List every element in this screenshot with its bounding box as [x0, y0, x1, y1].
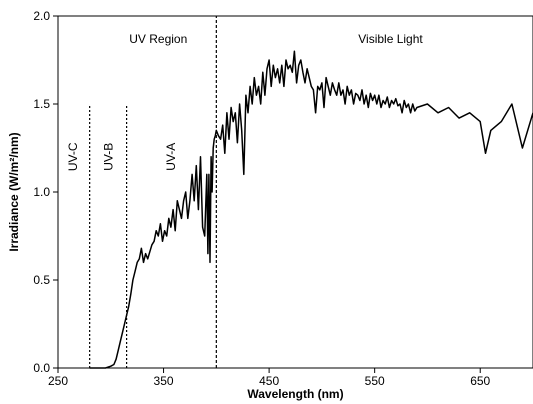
annotation-uv-c: UV-C [66, 142, 80, 171]
annotation-uv-a: UV-A [164, 143, 178, 171]
x-axis-ticks: 250 350 450 550 650 [48, 368, 491, 388]
y-axis-title: Irradiance (W/m²/nm) [7, 132, 21, 251]
y-axis-ticks: 0.0 0.5 1.0 1.5 2.0 [33, 9, 58, 375]
y-tick-label: 2.0 [33, 9, 50, 23]
region-annotations: UV Region Visible Light UV-C UV-B UV-A [66, 32, 424, 171]
x-axis-title: Wavelength (nm) [247, 387, 343, 401]
y-tick-label: 1.5 [33, 97, 50, 111]
y-tick-label: 0.5 [33, 273, 50, 287]
y-tick-label: 0.0 [33, 361, 50, 375]
annotation-uv-b: UV-B [102, 143, 116, 171]
x-tick-label: 450 [259, 374, 279, 388]
y-tick-label: 1.0 [33, 185, 50, 199]
x-tick-label: 350 [154, 374, 174, 388]
x-tick-label: 250 [48, 374, 68, 388]
annotation-visible-light: Visible Light [358, 32, 423, 46]
x-tick-label: 550 [365, 374, 385, 388]
annotation-uv-region: UV Region [129, 32, 187, 46]
irradiance-series-line [89, 50, 533, 369]
x-tick-label: 650 [470, 374, 490, 388]
region-divider-lines [89, 16, 217, 368]
